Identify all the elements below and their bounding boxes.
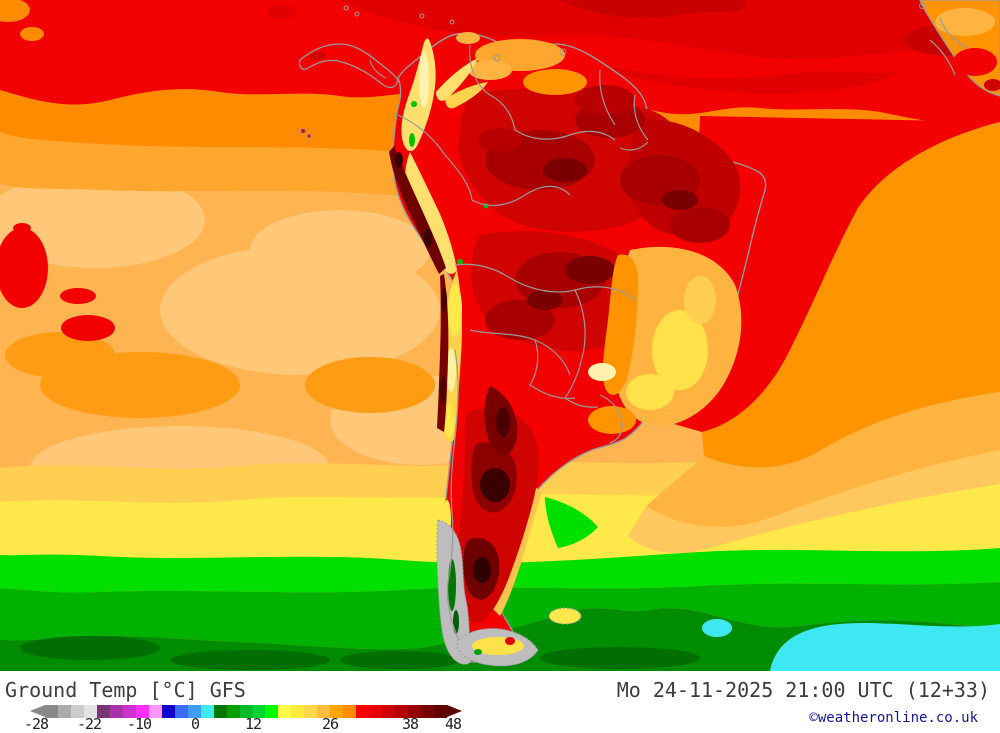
scale-color-segment bbox=[291, 705, 305, 718]
scale-color-segment bbox=[226, 705, 240, 718]
scale-color-segment bbox=[278, 705, 292, 718]
scale-color-segment bbox=[213, 705, 227, 718]
scale-color-segment bbox=[265, 705, 279, 718]
scale-tick-label: 26 bbox=[321, 715, 339, 733]
patagonia-heat-core bbox=[443, 386, 542, 623]
copyright-link[interactable]: ©weatheronline.co.uk bbox=[809, 710, 978, 726]
scale-color-segment bbox=[83, 705, 97, 718]
scale-arrow-left-icon bbox=[30, 705, 45, 717]
africa-corner bbox=[919, 0, 1000, 97]
scale-color-segment bbox=[317, 705, 331, 718]
scale-color-segment bbox=[200, 705, 214, 718]
scale-color-segment bbox=[239, 705, 253, 718]
scale-color-segment bbox=[57, 705, 71, 718]
coastal-desert-hot-strip bbox=[389, 146, 449, 432]
scale-color-segment bbox=[343, 705, 357, 718]
scale-color-segment bbox=[96, 705, 110, 718]
north-coast-patches bbox=[456, 32, 587, 95]
scale-ticks: -28 -22 -10 0 12 26 38 48 bbox=[0, 715, 1000, 733]
scale-tick-label: -10 bbox=[126, 715, 152, 733]
east-brazil-mild-region bbox=[588, 246, 742, 434]
scale-tick-label: -22 bbox=[76, 715, 102, 733]
scale-color-segment bbox=[161, 705, 175, 718]
scale-color-segment bbox=[395, 705, 409, 718]
scale-tick-label: 12 bbox=[244, 715, 262, 733]
map-title: Ground Temp [°C] GFS bbox=[5, 678, 246, 702]
scale-tick-label: 38 bbox=[401, 715, 419, 733]
scale-color-segment bbox=[330, 705, 344, 718]
scale-color-segment bbox=[174, 705, 188, 718]
footer: Ground Temp [°C] GFS Mo 24-11-2025 21:00… bbox=[0, 671, 1000, 733]
temperature-map bbox=[0, 0, 1000, 671]
scale-color-segment bbox=[187, 705, 201, 718]
scale-color-segment bbox=[135, 705, 149, 718]
falkland-islands bbox=[548, 607, 582, 625]
scale-tick-label: 0 bbox=[190, 715, 200, 733]
temperature-scale bbox=[30, 705, 462, 718]
caribbean-islands bbox=[343, 5, 567, 62]
scale-color-segment bbox=[304, 705, 318, 718]
hot-interior-regions bbox=[459, 85, 741, 352]
country-borders bbox=[397, 44, 649, 639]
scale-color-segment bbox=[369, 705, 383, 718]
galapagos-islands bbox=[300, 128, 312, 139]
scale-color-segment bbox=[356, 705, 370, 718]
central-america bbox=[298, 43, 399, 89]
andes-cold-strip bbox=[401, 38, 489, 443]
scale-color-segment bbox=[421, 705, 435, 718]
scale-segments bbox=[45, 705, 448, 718]
south-america-landmass bbox=[300, 5, 767, 667]
tierra-del-fuego bbox=[456, 627, 539, 667]
scale-color-segment bbox=[148, 705, 162, 718]
scale-color-segment bbox=[382, 705, 396, 718]
scale-color-segment bbox=[408, 705, 422, 718]
scale-color-segment bbox=[70, 705, 84, 718]
scale-color-segment bbox=[434, 705, 448, 718]
scale-arrow-right-icon bbox=[447, 705, 462, 717]
scale-color-segment bbox=[109, 705, 123, 718]
map-datetime: Mo 24-11-2025 21:00 UTC (12+33) bbox=[616, 678, 990, 702]
scale-tick-label: -28 bbox=[23, 715, 49, 733]
scale-color-segment bbox=[252, 705, 266, 718]
scale-tick-label: 48 bbox=[444, 715, 462, 733]
scale-color-segment bbox=[122, 705, 136, 718]
scale-color-segment bbox=[45, 705, 58, 718]
